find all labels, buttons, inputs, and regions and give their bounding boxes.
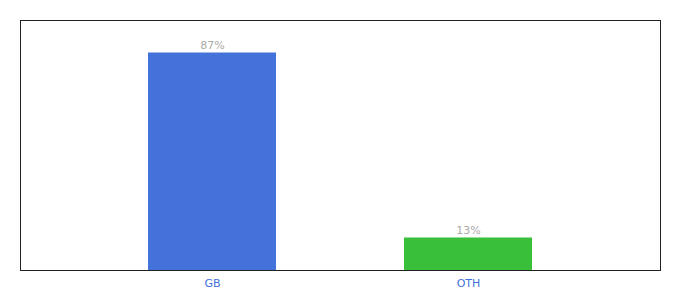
svg-text:87%: 87% — [200, 39, 224, 52]
svg-text:OTH: OTH — [457, 277, 481, 290]
svg-text:13%: 13% — [456, 224, 480, 237]
svg-text:GB: GB — [204, 277, 220, 290]
